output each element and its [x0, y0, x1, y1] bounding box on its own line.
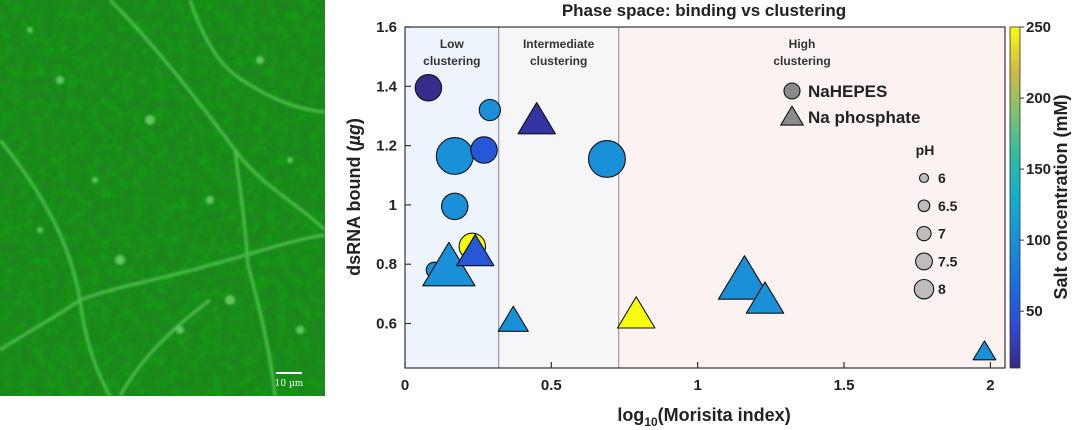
- x-axis-label-log: log: [617, 405, 644, 425]
- ph-legend-marker: [918, 172, 930, 184]
- micrograph-texture: [0, 0, 325, 396]
- x-axis-label-rest: (Morisita index): [658, 405, 791, 425]
- y-tick-label: 1.4: [376, 78, 398, 95]
- data-points: [414, 74, 997, 361]
- legend-triangle-marker: [780, 105, 804, 126]
- scale-bar-label: 10 µm: [275, 379, 304, 389]
- colorbar-label: Salt concentration (mM): [1051, 94, 1071, 299]
- y-axis-label-close: ): [344, 118, 364, 124]
- region-band: [618, 27, 1005, 368]
- x-tick-label: 0: [401, 377, 409, 394]
- colorbar-tick-label: 250: [1026, 19, 1051, 36]
- axes: 0 0.5 1 1.5 2 0.6 0.8 1 1.2 1.4 1.6: [376, 19, 1006, 394]
- ph-legend-label: 6: [938, 170, 946, 186]
- y-axis-label-unit: µg: [344, 124, 364, 146]
- micrograph-filaments: [0, 0, 325, 396]
- na-phosphate-point: [972, 340, 997, 361]
- legend: NaHEPES Na phosphate pH6 6.5 7 7.5 8: [780, 82, 958, 300]
- y-tick-label: 1.6: [376, 19, 397, 36]
- ph-legend-marker: [917, 199, 931, 213]
- x-tick-label: 1: [694, 377, 702, 394]
- nahepes-point: [478, 98, 502, 122]
- y-tick-label: 1: [389, 197, 397, 214]
- ph-legend-label: 6.5: [938, 198, 958, 214]
- region-band: [498, 27, 619, 368]
- legend-label: NaHEPES: [808, 82, 887, 101]
- colorbar-gradient: [1009, 26, 1021, 369]
- colorbar: 50 100 150 200 250: [1009, 19, 1051, 369]
- clustering-regions: Low clustering Intermediate clustering High c…: [405, 27, 1005, 368]
- region-label-line2: clustering: [530, 54, 587, 68]
- y-axis-label: dsRNA bound (µg): [344, 118, 364, 276]
- micrograph-puncta: [27, 27, 304, 334]
- x-axis-label: log10(Morisita index): [617, 405, 790, 429]
- region-label-line2: clustering: [423, 54, 480, 68]
- x-axis-label-subscript: 10: [644, 415, 658, 429]
- region-label-line1: Low: [440, 37, 465, 51]
- region-label-line2: clustering: [773, 54, 830, 68]
- ph-legend-marker: [915, 252, 933, 271]
- y-axis-label-main: dsRNA bound (: [344, 146, 364, 276]
- na-phosphate-point: [497, 305, 529, 332]
- ph-legend-title: pH: [916, 142, 935, 158]
- region-label-line1: Intermediate: [523, 37, 595, 51]
- ph-legend-label: 8: [938, 281, 946, 297]
- legend-label: Na phosphate: [808, 108, 920, 127]
- nahepes-point: [414, 74, 443, 102]
- plot-frame: [404, 26, 1006, 369]
- nahepes-point: [588, 140, 626, 178]
- x-tick-label: 1.5: [834, 377, 855, 394]
- y-tick-label: 0.6: [376, 316, 397, 333]
- na-phosphate-point: [517, 102, 556, 135]
- x-tick-label: 2: [986, 377, 994, 394]
- scatter-chart: Low clustering Intermediate clustering High c…: [344, 1, 1071, 429]
- colorbar-tick-label: 150: [1026, 161, 1051, 178]
- colorbar-tick-label: 100: [1026, 232, 1051, 249]
- ph-legend-marker: [913, 278, 935, 300]
- nahepes-point: [470, 136, 498, 164]
- na-phosphate-point: [745, 281, 785, 314]
- nahepes-point: [435, 137, 474, 175]
- na-phosphate-point: [717, 255, 772, 300]
- ph-legend-label: 7.5: [938, 253, 958, 269]
- ph-legend-label: 7: [938, 226, 946, 242]
- legend-circle-marker: [783, 82, 801, 100]
- scale-bar: [276, 372, 302, 374]
- colorbar-tick-label: 200: [1026, 90, 1051, 107]
- na-phosphate-point: [616, 296, 656, 329]
- na-phosphate-point: [455, 233, 495, 267]
- y-tick-label: 1.2: [376, 138, 397, 155]
- colorbar-tick-label: 50: [1026, 303, 1043, 320]
- region-label-line1: High: [789, 37, 816, 51]
- ph-legend-marker: [916, 225, 932, 242]
- y-tick-label: 0.8: [376, 256, 397, 273]
- nahepes-point: [441, 192, 469, 221]
- fluorescence-micrograph: 10 µm: [0, 0, 325, 396]
- chart-title: Phase space: binding vs clustering: [562, 1, 846, 20]
- x-tick-label: 0.5: [541, 377, 562, 394]
